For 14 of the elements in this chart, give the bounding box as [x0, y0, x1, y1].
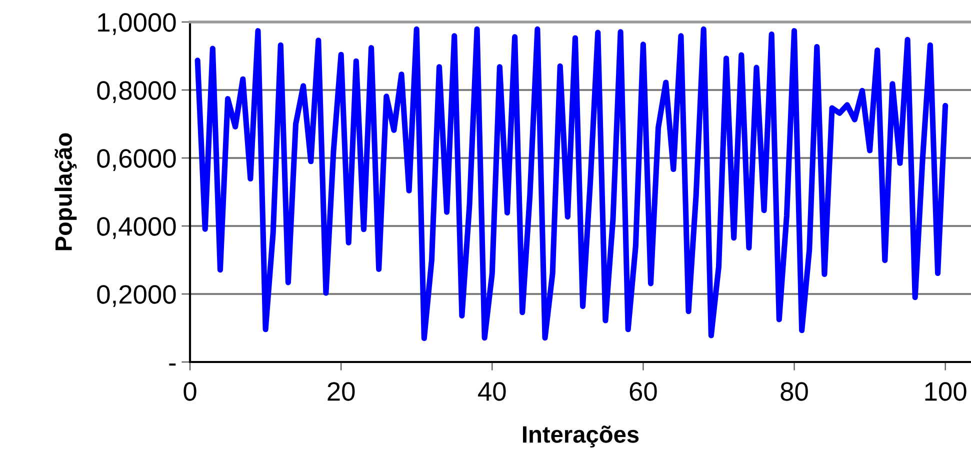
y-tick-label: -	[169, 364, 176, 366]
y-tick-label: 1,0000	[98, 13, 176, 35]
x-tick-label: 100	[925, 382, 966, 401]
x-tick-label: 40	[478, 382, 506, 401]
y-tick-label: 0,2000	[97, 285, 176, 307]
y-axis-title: População	[54, 133, 77, 250]
x-tick-label: 60	[630, 382, 657, 401]
x-tick-label: 20	[328, 382, 355, 401]
y-tick-label: 0,6000	[97, 149, 176, 171]
x-tick-label: 0	[184, 382, 196, 401]
y-tick-label: 0,4000	[97, 217, 176, 239]
x-tick-label: 80	[780, 382, 808, 401]
y-tick-label: 0,8000	[97, 81, 176, 103]
x-axis-title: Interações	[523, 426, 639, 448]
